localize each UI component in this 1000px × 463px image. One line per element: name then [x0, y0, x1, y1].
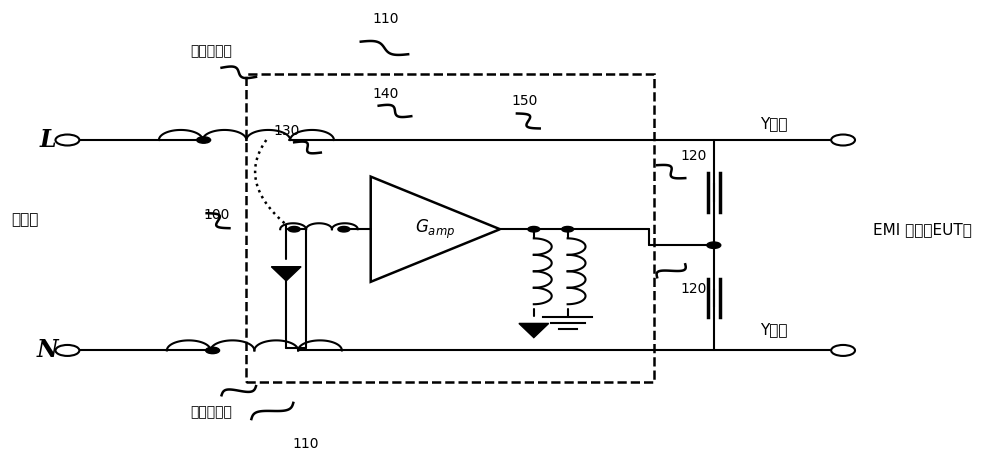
- Circle shape: [831, 135, 855, 145]
- Text: $G_{amp}$: $G_{amp}$: [415, 218, 455, 241]
- Text: 150: 150: [512, 94, 538, 108]
- Circle shape: [338, 226, 350, 232]
- Circle shape: [55, 135, 79, 145]
- Text: 110: 110: [293, 437, 319, 451]
- Polygon shape: [519, 324, 549, 338]
- Circle shape: [528, 226, 540, 232]
- Text: 100: 100: [203, 208, 230, 223]
- Text: 140: 140: [372, 87, 399, 101]
- Text: 120: 120: [681, 282, 707, 296]
- Text: 110: 110: [372, 12, 399, 26]
- Text: Y电容: Y电容: [760, 322, 787, 338]
- Text: Y电容: Y电容: [760, 117, 787, 131]
- Circle shape: [55, 345, 79, 356]
- Text: 共模扼流圈: 共模扼流圈: [191, 405, 233, 419]
- Text: 共模扼流圈: 共模扼流圈: [191, 44, 233, 58]
- Circle shape: [831, 345, 855, 356]
- Polygon shape: [271, 267, 301, 281]
- Text: 120: 120: [681, 149, 707, 163]
- Text: L: L: [39, 128, 56, 152]
- Text: 电源侧: 电源侧: [11, 213, 38, 227]
- Circle shape: [206, 347, 220, 354]
- Circle shape: [288, 226, 300, 232]
- Circle shape: [707, 242, 721, 249]
- Circle shape: [562, 226, 574, 232]
- Text: 130: 130: [273, 124, 299, 138]
- Circle shape: [197, 137, 211, 143]
- Text: N: N: [37, 338, 58, 363]
- Text: EMI 源侧（EUT）: EMI 源侧（EUT）: [873, 222, 972, 237]
